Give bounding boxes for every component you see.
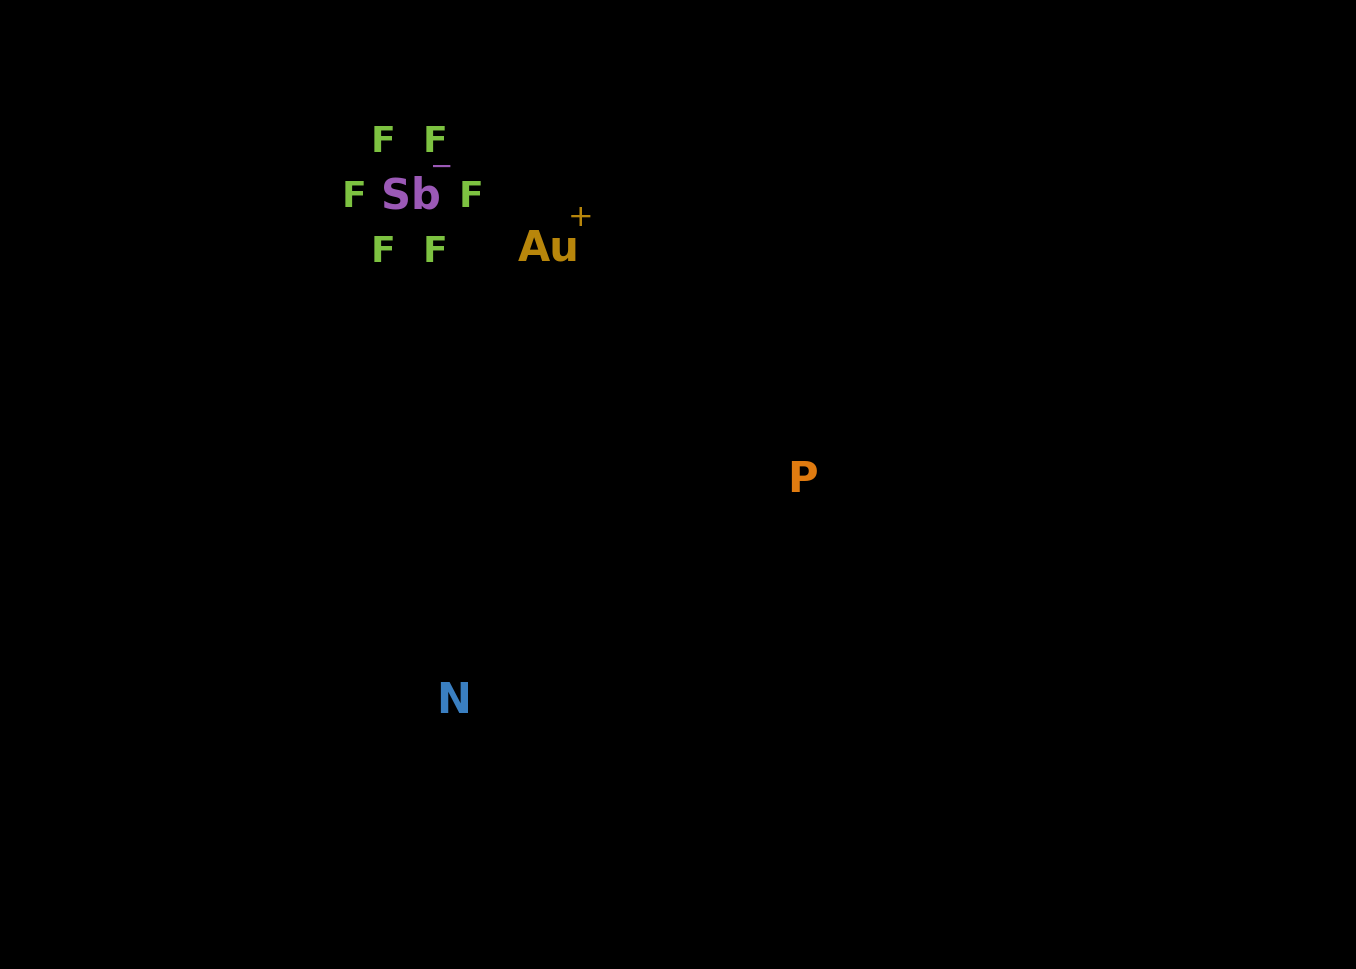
Text: F: F [372,125,396,159]
Text: Au: Au [518,228,579,269]
Text: F: F [423,125,447,159]
Text: F: F [423,235,447,269]
Text: N: N [435,680,471,722]
Text: −: − [430,152,454,180]
Text: F: F [458,180,484,214]
Text: F: F [342,180,366,214]
Text: +: + [568,203,594,232]
Text: F: F [372,235,396,269]
Text: P: P [786,458,818,501]
Text: Sb: Sb [381,175,441,218]
